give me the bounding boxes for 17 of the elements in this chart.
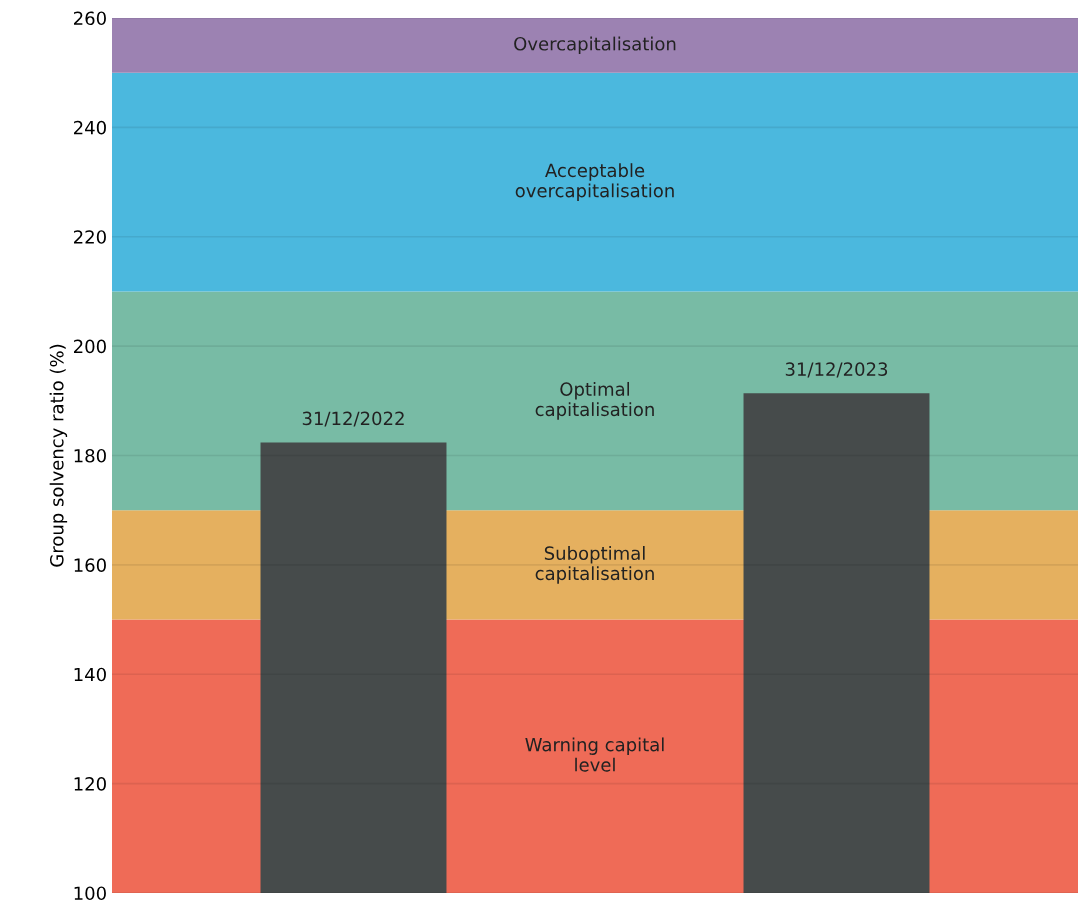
band-label: Optimal capitalisation bbox=[535, 381, 654, 420]
band-label: Suboptimal capitalisation bbox=[535, 546, 654, 584]
band-label: Acceptable overcapitalisation bbox=[515, 163, 674, 201]
band-label: Warning capital level bbox=[525, 737, 664, 772]
x-tick-label: 31/12/2022 bbox=[302, 411, 404, 427]
x-tick-label: 31/12/2023 bbox=[785, 362, 888, 378]
y-tick-label: 160 bbox=[74, 558, 106, 572]
y-tick-label: 120 bbox=[74, 777, 106, 791]
y-tick-label: 180 bbox=[74, 448, 106, 463]
y-tick-label: 140 bbox=[74, 667, 106, 682]
y-axis-title: Group solvency ratio (%) bbox=[49, 344, 68, 567]
y-tick-label: 260 bbox=[74, 11, 106, 26]
y-tick-label: 240 bbox=[74, 120, 106, 135]
y-tick-label: 200 bbox=[74, 339, 106, 354]
band-label: Overcapitalisation bbox=[514, 36, 676, 55]
y-tick-label: 220 bbox=[74, 230, 106, 244]
y-tick-label: 100 bbox=[74, 886, 106, 901]
